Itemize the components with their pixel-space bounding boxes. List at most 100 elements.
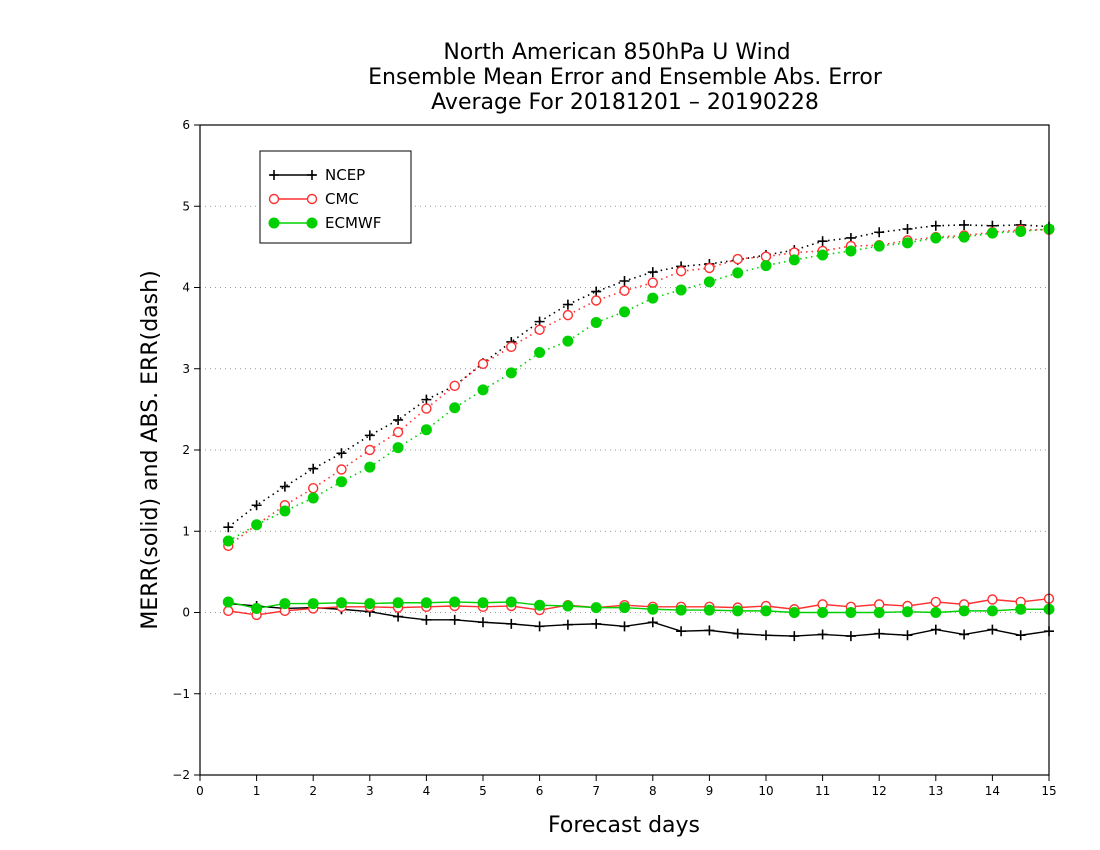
y-tick-label: 4: [182, 281, 190, 295]
x-tick-label: 14: [985, 784, 1000, 798]
ecmwf-abs-err-point: [364, 461, 376, 473]
x-tick-label: 6: [536, 784, 544, 798]
ecmwf-abs-err-point: [251, 519, 263, 531]
cmc-abs-err-point: [704, 262, 715, 274]
cmc-abs-err-point: [760, 251, 772, 262]
cmc-legend-marker: [306, 193, 318, 205]
ncep-abs-err-point: [562, 299, 573, 310]
cmc-abs-err-point: [506, 341, 517, 353]
ncep-abs-err-point: [930, 220, 941, 231]
ncep-mean-err-point: [987, 624, 998, 635]
ncep-mean-err-point: [676, 626, 687, 637]
ncep-legend-marker: [307, 170, 317, 180]
cmc-abs-err-point: [534, 324, 545, 335]
ncep-mean-err-point: [959, 629, 970, 640]
x-tick-label: 1: [253, 784, 261, 798]
cmc-abs-err-point: [308, 482, 319, 494]
cmc-abs-err-point: [392, 426, 404, 438]
ecmwf-mean-err-point: [392, 597, 404, 609]
ecmwf-mean-err-point: [788, 607, 800, 618]
ecmwf-mean-err-point: [477, 597, 489, 609]
x-tick-label: 8: [649, 784, 657, 798]
ecmwf-abs-err-point: [477, 384, 489, 396]
ncep-abs-err-point: [251, 500, 262, 511]
ncep-mean-err-point: [704, 625, 715, 636]
chart-title: North American 850hPa U Wind Ensemble Me…: [368, 40, 883, 115]
ncep-mean-err-point: [506, 618, 517, 629]
ncep-mean-err-point: [393, 611, 404, 622]
x-tick-label: 11: [815, 784, 830, 798]
cmc-mean-err-point: [930, 596, 941, 608]
y-tick-label: −2: [172, 768, 190, 782]
cmc-abs-err-point: [477, 358, 489, 370]
x-tick-label: 9: [706, 784, 714, 798]
ncep-abs-err-point: [223, 522, 234, 533]
x-tick-label: 10: [758, 784, 773, 798]
ecmwf-mean-err-point: [760, 605, 772, 617]
x-tick-label: 7: [592, 784, 600, 798]
ecmwf-abs-err-point: [336, 476, 347, 488]
ncep-abs-err-point: [591, 286, 602, 297]
ecmwf-abs-err-point: [222, 535, 234, 547]
ncep-abs-err-point: [393, 414, 404, 425]
ncep-mean-err-point: [789, 631, 800, 642]
title-line-2: Ensemble Mean Error and Ensemble Abs. Er…: [368, 65, 883, 90]
x-tick-label: 12: [872, 784, 887, 798]
cmc-abs-err-point: [732, 253, 743, 265]
ecmwf-abs-err-point: [420, 424, 432, 436]
ecmwf-mean-err-point: [590, 602, 602, 614]
ecmwf-abs-err-point: [392, 442, 404, 454]
ncep-mean-err-point: [761, 630, 771, 641]
cmc-mean-err-point: [987, 594, 998, 605]
y-tick-label: 5: [182, 199, 190, 213]
x-axis-ticks: 0 1 2 3 4 5 6 7 8 9 10 11 12 13 14 15: [196, 775, 1057, 798]
ncep-abs-err-point: [308, 463, 319, 474]
cmc-abs-err-point: [421, 403, 432, 414]
y-axis-label: MERR(solid) and ABS. ERR(dash): [138, 270, 163, 629]
ecmwf-mean-err-point: [505, 596, 517, 608]
ecmwf-mean-err-point: [562, 600, 574, 612]
x-axis-label: Forecast days: [548, 813, 700, 838]
ecmwf-abs-err-point: [1015, 225, 1027, 237]
ecmwf-abs-err-point: [307, 492, 319, 504]
ncep-abs-err-point: [817, 236, 828, 247]
ncep-mean-err-point: [534, 621, 545, 632]
ncep-mean-err-point: [817, 629, 828, 640]
ncep-mean-err-point: [874, 628, 885, 639]
legend-box: [259, 150, 412, 244]
ecmwf-abs-err-point: [732, 267, 744, 279]
ecmwf-abs-err-point: [958, 231, 970, 243]
ecmwf-abs-err-point: [760, 260, 772, 272]
x-tick-label: 4: [423, 784, 431, 798]
ecmwf-mean-err-point: [817, 607, 829, 618]
ecmwf-mean-err-point: [222, 596, 234, 608]
ecmwf-abs-err-point: [817, 249, 829, 261]
ecmwf-mean-err-point: [703, 604, 715, 616]
cmc-abs-err-point: [591, 295, 602, 306]
cmc-abs-err-point: [675, 266, 687, 277]
ncep-abs-err-point: [421, 394, 432, 405]
ncep-legend-marker: [269, 170, 279, 180]
y-tick-label: 6: [182, 118, 190, 132]
cmc-mean-err-point: [223, 605, 234, 617]
ncep-abs-err-point: [959, 219, 970, 230]
ncep-mean-err-point: [562, 619, 573, 630]
y-axis-ticks: −2 −1 0 1 2 3 4 5 6: [172, 118, 200, 782]
ncep-mean-err-point: [1015, 630, 1026, 641]
ecmwf-mean-err-point: [619, 602, 630, 614]
ecmwf-mean-err-point: [732, 605, 744, 617]
legend: NCEP CMC ECMWF: [259, 150, 412, 244]
cmc-abs-err-point: [619, 285, 630, 296]
ecmwf-mean-err-point: [958, 605, 970, 617]
x-tick-label: 2: [309, 784, 317, 798]
ncep-mean-err-point: [449, 614, 460, 625]
ecmwf-abs-err-point: [703, 276, 715, 288]
title-line-1: North American 850hPa U Wind: [443, 40, 790, 65]
ncep-abs-err-point: [619, 276, 630, 286]
ecmwf-abs-err-point: [647, 292, 659, 304]
series-layer: [222, 219, 1055, 642]
ecmwf-abs-err-point: [873, 240, 885, 252]
ecmwf-abs-err-point: [788, 254, 800, 266]
ncep-mean-err-point: [902, 630, 913, 641]
